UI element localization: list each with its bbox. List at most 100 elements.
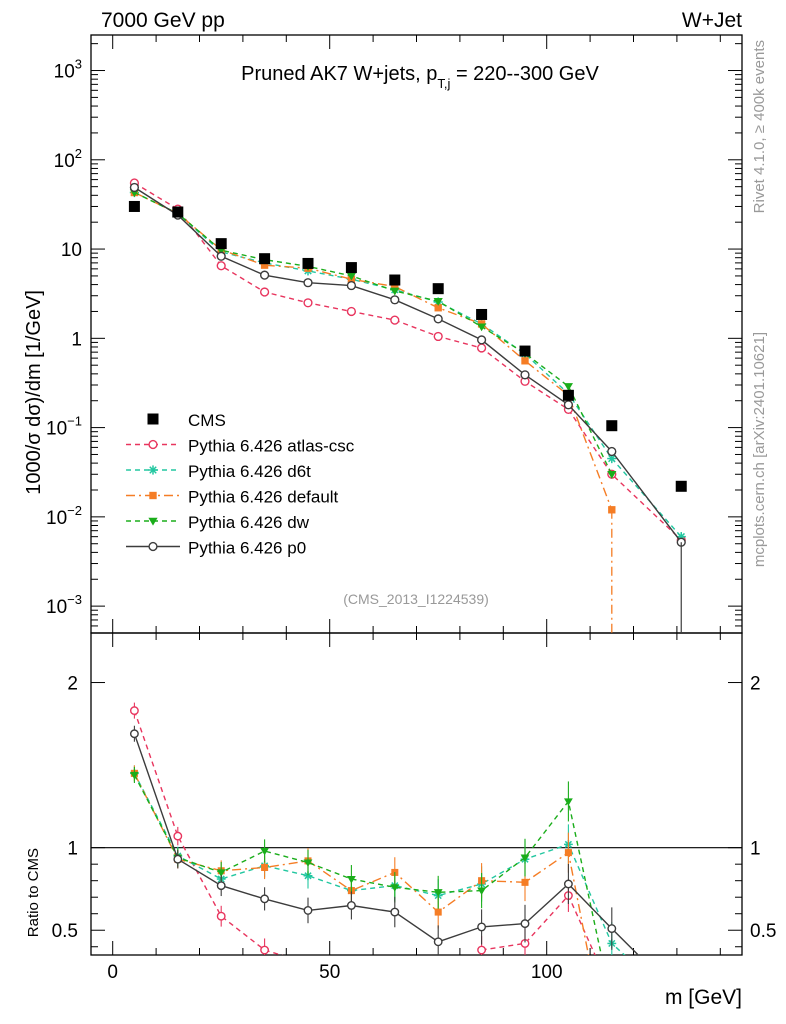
- ratio-series-point: [260, 847, 269, 856]
- ratio-series-point: [261, 863, 269, 872]
- ratio-series-point-stroke: [304, 872, 312, 880]
- main-title-text: Pruned AK7 W+jets, p: [241, 63, 437, 85]
- ratio-y-tick-label-left: 2: [67, 674, 78, 695]
- ratio-series-point: [216, 881, 226, 891]
- main-series-point: [433, 331, 443, 342]
- main-series-point: [607, 453, 617, 464]
- main-series-point: [346, 272, 356, 281]
- ratio-series-point: [173, 831, 183, 841]
- y-tick-label-exponent: 3: [75, 57, 82, 72]
- main-series-point: [390, 287, 400, 296]
- legend-marker: [149, 491, 157, 500]
- ratio-y-tick-label-right: 2: [750, 674, 761, 695]
- ratio-series-point: [303, 859, 313, 867]
- analysis-watermark: (CMS_2013_I1224539): [343, 591, 489, 607]
- ratio-series-line: [133, 774, 603, 955]
- cms-data-point: [675, 480, 687, 492]
- ratio-clip-group: [129, 702, 640, 955]
- ratio-series-point: [564, 849, 572, 857]
- ratio-series-line: [481, 894, 596, 955]
- legend-entry: CMS: [147, 411, 226, 430]
- cms-data-point: [128, 200, 140, 212]
- main-series-point: [303, 298, 313, 308]
- ratio-series-point: [390, 884, 400, 892]
- ratio-series-point: [390, 907, 400, 917]
- ratio-series-point: [434, 908, 442, 916]
- cms-data-point: [259, 253, 271, 265]
- main-series-point: [259, 287, 270, 297]
- main-series-point: [303, 278, 313, 288]
- cms-data-point: [562, 389, 574, 401]
- legend-marker: [148, 439, 158, 450]
- main-title-sub: T,j: [437, 76, 450, 91]
- ratio-y-tick-label-left: 1: [67, 839, 78, 860]
- y-tick-label-exponent: −3: [67, 592, 82, 607]
- y-tick-label: 10−2: [46, 503, 82, 529]
- legend-marker: [148, 541, 158, 552]
- y-tick-label: 10−3: [46, 592, 82, 618]
- ratio-y-tick-label-right: 0.5: [750, 921, 776, 942]
- main-series-point: [520, 370, 530, 380]
- main-ylabel: 1000/σ dσ)/dm [1/GeV]: [23, 290, 45, 495]
- x-tick-label: 50: [319, 962, 340, 983]
- side-label-top: Rivet 4.1.0, ≥ 400k events: [751, 40, 768, 213]
- main-series-line: [134, 191, 613, 511]
- y-tick-label-base: 10: [46, 508, 67, 529]
- y-tick-label-base: 10: [54, 62, 75, 83]
- ratio-series-group: [129, 702, 640, 955]
- legend-label: Pythia 6.426 atlas-csc: [188, 437, 355, 456]
- legend-marker-cms: [147, 413, 159, 425]
- cms-data-point: [519, 345, 531, 357]
- main-series-point: [216, 261, 226, 271]
- y-tick-label: 10: [61, 240, 82, 261]
- y-tick-label-base: 1: [71, 329, 82, 350]
- ratio-series-point: [477, 945, 487, 955]
- x-tick-label: 100: [531, 962, 563, 983]
- y-tick-label-exponent: −1: [67, 414, 82, 429]
- cms-data-point: [345, 262, 357, 274]
- ratio-y-tick-label-left: 0.5: [52, 921, 78, 942]
- main-series-point: [216, 251, 226, 261]
- ratio-y-tick-label-right: 1: [750, 839, 761, 860]
- main-series-point: [521, 357, 529, 365]
- y-tick-label: 10−1: [46, 414, 82, 440]
- ratio-series-point: [433, 937, 443, 947]
- main-series-point: [563, 400, 574, 410]
- main-series-line: [134, 191, 613, 475]
- ratio-series-point: [346, 901, 356, 910]
- cms-data-point: [215, 238, 227, 250]
- header-left: 7000 GeV pp: [101, 9, 225, 32]
- main-series-point: [390, 295, 400, 305]
- ratio-series-point: [216, 869, 226, 877]
- ratio-series-point: [607, 924, 617, 934]
- main-title-rest: = 220--300 GeV: [450, 63, 599, 85]
- header-right: W+Jet: [682, 9, 742, 32]
- ratio-series-point: [216, 911, 226, 921]
- x-tick-label: 0: [107, 962, 118, 983]
- ratio-series-point: [129, 729, 139, 739]
- legend-entry: Pythia 6.426 p0: [126, 539, 306, 558]
- main-series-point: [129, 182, 140, 193]
- ratio-series-point: [260, 894, 270, 904]
- legend-entry: Pythia 6.426 atlas-csc: [126, 437, 355, 456]
- ratio-series-line: [133, 733, 640, 955]
- cms-data-point: [389, 274, 401, 286]
- main-series-point: [607, 471, 617, 479]
- main-series-point: [391, 282, 399, 291]
- ratio-series-point: [477, 887, 486, 895]
- legend-label: Pythia 6.426 default: [188, 488, 339, 507]
- legend-marker: [148, 517, 158, 526]
- legend-label: Pythia 6.426 d6t: [188, 462, 311, 481]
- main-series-point: [476, 343, 487, 353]
- legend-label: CMS: [188, 411, 226, 430]
- y-tick-label-base: 10: [46, 419, 67, 440]
- main-series-point: [346, 280, 357, 291]
- ratio-series-point: [433, 889, 443, 897]
- ratio-axis-ticks: 0.5 0.5 1 1 2 2 0 50 100: [52, 633, 776, 983]
- main-series-point: [433, 314, 443, 324]
- legend: CMS Pythia 6.426 atlas-csc Pythia 6.426 d6…: [126, 411, 355, 558]
- main-title: Pruned AK7 W+jets, pT,j = 220--300 GeV: [241, 63, 599, 91]
- main-series-point: [346, 306, 357, 317]
